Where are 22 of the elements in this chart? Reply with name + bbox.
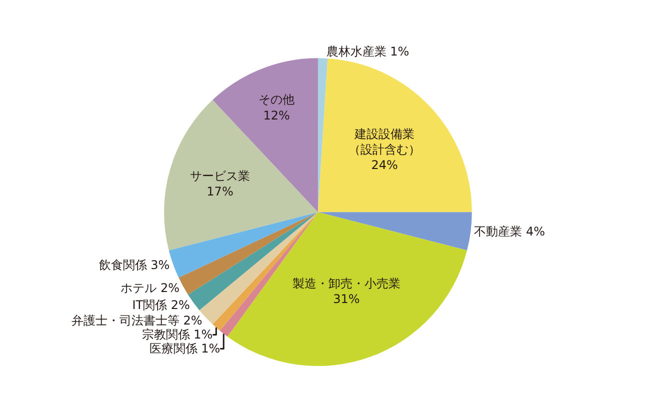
pie-slice xyxy=(227,212,468,366)
slice-label: 建設設備業（設計含む） xyxy=(348,126,421,157)
slice-label: その他 xyxy=(258,92,295,107)
slice-label: 製造・卸売・小売業 xyxy=(292,276,400,291)
pie-slice xyxy=(188,212,318,310)
slice-label: 宗教関係 1% xyxy=(142,328,213,342)
data-label: 17% xyxy=(206,184,234,198)
pie-slice xyxy=(178,212,318,295)
pie-slice xyxy=(168,212,318,278)
slice-label: 弁護士・司法書士等 2% xyxy=(71,314,202,328)
slice-label: IT関係 2% xyxy=(132,298,190,312)
pie-slice xyxy=(318,212,472,250)
pie-slice xyxy=(318,58,472,212)
slice-label: 医療関係 1% xyxy=(149,342,220,356)
slice-label: サービス業 xyxy=(190,168,250,183)
slice-label: 不動産業 4% xyxy=(474,224,546,238)
slice-label: 農林水産業 1% xyxy=(326,44,410,58)
data-label: 31% xyxy=(333,292,360,306)
slice-label: 飲食関係 3% xyxy=(98,258,170,272)
data-label: 24% xyxy=(371,158,398,172)
slice-label: ホテル 2% xyxy=(120,280,180,295)
data-label: 12% xyxy=(263,108,290,122)
